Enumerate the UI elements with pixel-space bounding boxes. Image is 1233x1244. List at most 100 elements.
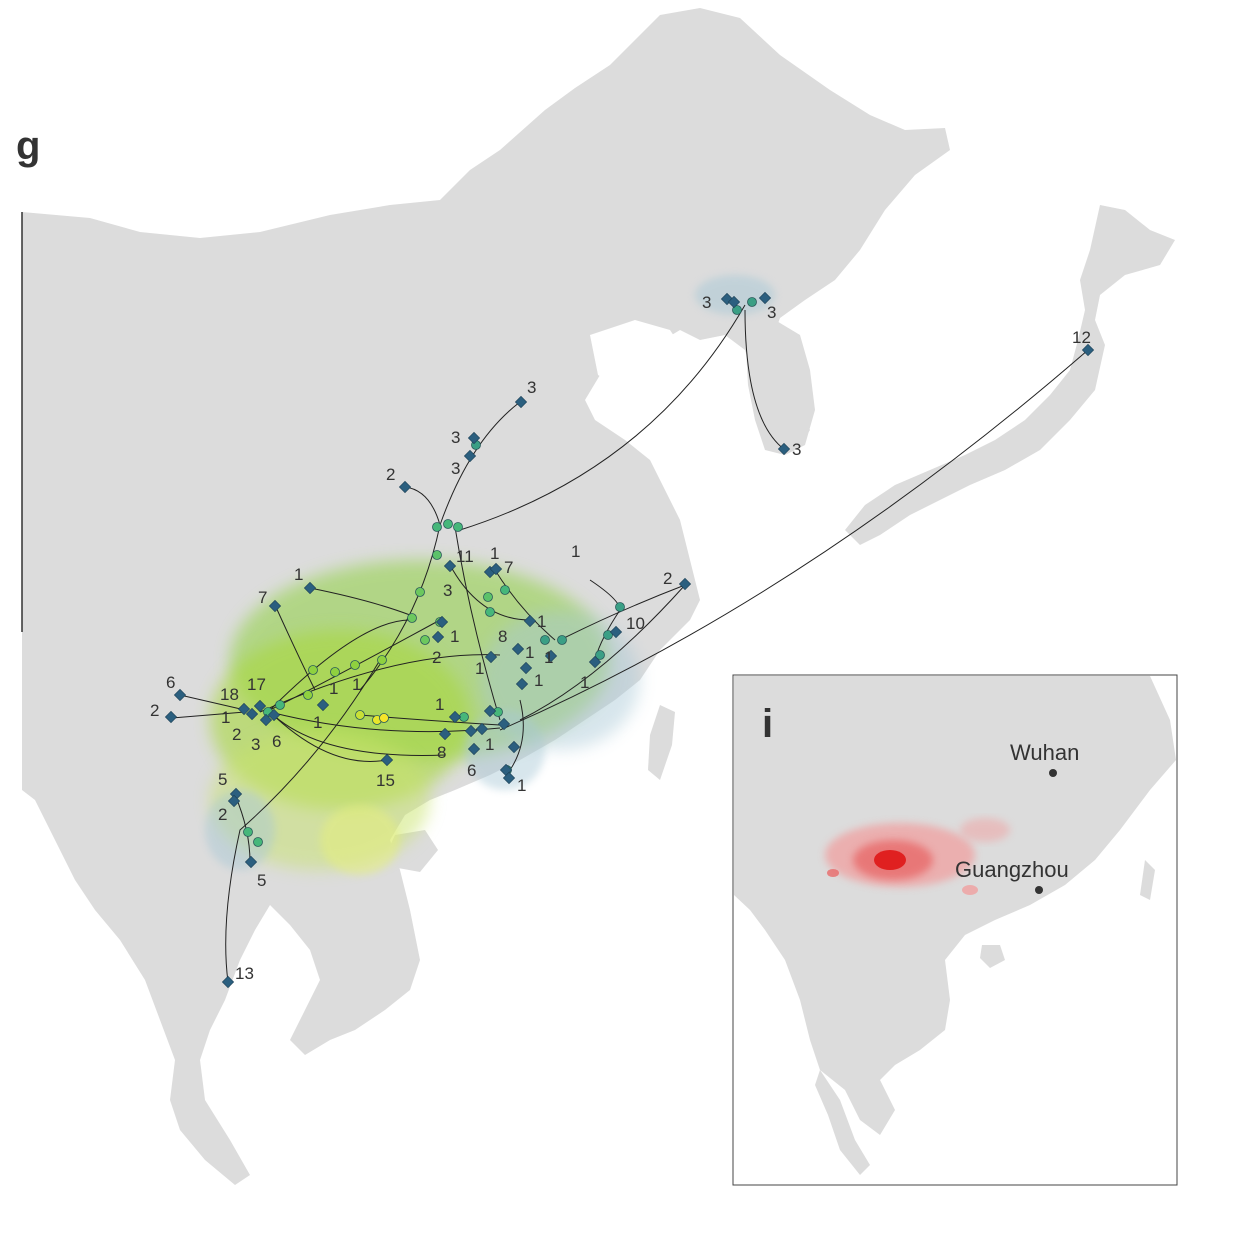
sample-diamond (244, 855, 258, 869)
count-label: 2 (218, 805, 227, 824)
node-circle (603, 630, 613, 640)
sample-diamond (777, 442, 791, 456)
count-label: 17 (247, 675, 266, 694)
node-circle (485, 607, 495, 617)
sample-diamond (507, 740, 521, 754)
sample-diamond (523, 614, 537, 628)
sample-diamond (467, 431, 481, 445)
inset-southern-peninsula (815, 1070, 870, 1175)
count-label: 6 (166, 673, 175, 692)
count-label: 1 (544, 648, 553, 667)
sample-diamond (544, 649, 558, 663)
sample-diamond (221, 975, 235, 989)
node-circle (377, 655, 387, 665)
sample-diamond (464, 724, 478, 738)
path-line (519, 584, 686, 721)
count-label: 12 (1072, 328, 1091, 347)
sample-diamond (497, 717, 511, 731)
count-label: 1 (517, 776, 526, 795)
count-label: 1 (490, 544, 499, 563)
sample-diamond (467, 742, 481, 756)
taiwan-land (648, 705, 675, 780)
count-label: 1 (485, 735, 494, 754)
node-circle (615, 602, 625, 612)
path-line (171, 711, 246, 719)
sample-diamond (435, 615, 449, 629)
count-label: 3 (451, 428, 460, 447)
sample-diamond (237, 702, 251, 716)
count-label: 1 (537, 612, 546, 631)
node-circle (500, 585, 510, 595)
sample-diamond (1081, 343, 1095, 357)
japan-land (845, 205, 1175, 545)
sample-diamond (484, 650, 498, 664)
korea-land (745, 320, 815, 455)
node-circle (732, 305, 742, 315)
node-circle (540, 635, 550, 645)
count-label: 2 (663, 569, 672, 588)
count-label: 1 (450, 627, 459, 646)
node-circle (483, 592, 493, 602)
sample-diamond (173, 688, 187, 702)
sample-markers (164, 291, 1095, 989)
inset-density-spot (827, 869, 839, 877)
node-circle (432, 522, 442, 532)
path-line (454, 526, 501, 721)
count-label: 1 (352, 675, 361, 694)
path-line (744, 309, 786, 451)
sample-diamond (519, 661, 533, 675)
count-label: 2 (150, 701, 159, 720)
sample-diamond (463, 449, 477, 463)
sample-diamond (489, 562, 503, 576)
node-circle (557, 635, 567, 645)
count-label: 8 (498, 627, 507, 646)
node-circle (432, 550, 442, 560)
sample-diamond (245, 707, 259, 721)
density-cloud-yellow-south (320, 805, 400, 875)
count-label: 5 (218, 770, 227, 789)
sample-diamond (316, 698, 330, 712)
node-circle (308, 665, 318, 675)
count-label: 11 (456, 547, 474, 566)
count-label: 1 (534, 671, 543, 690)
node-circle (420, 635, 430, 645)
sample-diamond (448, 710, 462, 724)
count-label: 7 (258, 588, 267, 607)
node-circle (747, 297, 757, 307)
inset-land (734, 676, 1176, 1135)
wuhan-label: Wuhan (1010, 740, 1079, 765)
sample-diamond (227, 794, 241, 808)
node-circle (379, 713, 389, 723)
inset-density-core (874, 850, 906, 870)
inset-density-spot (960, 818, 1010, 842)
sample-diamond (431, 630, 445, 644)
count-label: 1 (221, 708, 230, 727)
sample-diamond (727, 295, 741, 309)
node-circle (595, 650, 605, 660)
panel-label-i: i (762, 702, 774, 746)
path-line (269, 711, 388, 762)
sample-diamond (502, 771, 516, 785)
count-label: 1 (313, 713, 322, 732)
sample-diamond (515, 677, 529, 691)
inset-hainan (980, 945, 1005, 968)
count-label: 1 (571, 542, 580, 561)
count-label: 18 (220, 685, 239, 704)
path-line (269, 711, 446, 756)
main-map: 3 3 12 3 3 3 3 2 11 1 7 1 2 1 7 3 1 1 10… (21, 8, 1175, 1185)
path-line (259, 654, 501, 713)
count-label: 10 (626, 614, 645, 633)
sample-diamond (268, 599, 282, 613)
guangzhou-marker (1035, 886, 1043, 894)
count-label: 6 (272, 732, 281, 751)
path-line (225, 659, 381, 983)
count-label: 3 (702, 293, 711, 312)
count-label: 3 (251, 735, 260, 754)
sample-diamond (678, 577, 692, 591)
count-label: 3 (451, 459, 460, 478)
node-circle (453, 522, 463, 532)
count-label: 3 (767, 303, 776, 322)
panel-label-g: g (16, 124, 41, 168)
